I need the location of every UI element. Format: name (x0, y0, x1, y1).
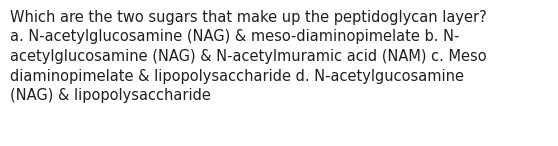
Text: acetylglucosamine (NAG) & N-acetylmuramic acid (NAM) c. Meso: acetylglucosamine (NAG) & N-acetylmurami… (10, 49, 487, 64)
Text: a. N-acetylglucosamine (NAG) & meso-diaminopimelate b. N-: a. N-acetylglucosamine (NAG) & meso-diam… (10, 29, 459, 45)
Text: (NAG) & lipopolysaccharide: (NAG) & lipopolysaccharide (10, 88, 211, 103)
Text: Which are the two sugars that make up the peptidoglycan layer?: Which are the two sugars that make up th… (10, 10, 487, 25)
Text: diaminopimelate & lipopolysaccharide d. N-acetylgucosamine: diaminopimelate & lipopolysaccharide d. … (10, 68, 464, 84)
